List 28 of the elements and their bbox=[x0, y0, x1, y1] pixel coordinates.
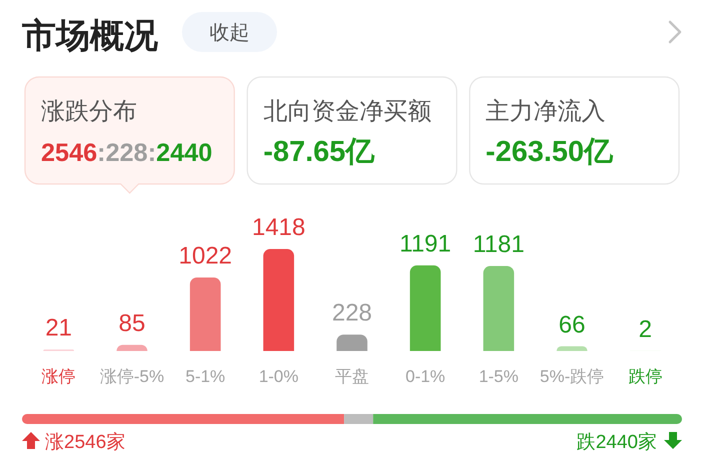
button: 收起 bbox=[182, 12, 277, 52]
card-title: 北向资金净买额 bbox=[263, 98, 432, 125]
card-value: -263.50亿 bbox=[486, 136, 614, 168]
card-value: -87.65亿 bbox=[263, 136, 375, 168]
data-label: 21 bbox=[45, 314, 72, 342]
title: 市场概况 bbox=[22, 17, 158, 55]
card-title: 主力净流入 bbox=[486, 98, 606, 125]
category-label: 跌停 bbox=[628, 367, 662, 386]
category-label: 5%-跌停 bbox=[540, 367, 604, 386]
data-label: 85 bbox=[118, 310, 146, 337]
card-value: 2546:228:2440 bbox=[41, 139, 212, 167]
data-label: 1181 bbox=[472, 231, 524, 258]
data-label: 1418 bbox=[252, 214, 306, 241]
data-label: 1022 bbox=[178, 242, 232, 270]
data-label: 228 bbox=[332, 300, 372, 327]
data-label: 1191 bbox=[400, 230, 452, 258]
category-label: 1-0% bbox=[258, 367, 298, 386]
category-label: 0-1% bbox=[406, 367, 446, 386]
annotation: 涨2546家 bbox=[45, 432, 126, 453]
card-title: 涨跌分布 bbox=[41, 98, 137, 125]
data-label: 66 bbox=[558, 311, 586, 338]
category-label: 5-1% bbox=[186, 367, 226, 386]
category-label: 涨停 bbox=[42, 367, 76, 386]
category-label: 平盘 bbox=[335, 367, 369, 386]
category-label: 涨停-5% bbox=[100, 367, 164, 386]
category-label: 1-5% bbox=[478, 367, 518, 386]
data-label: 2 bbox=[638, 316, 652, 343]
annotation: 跌2440家 bbox=[576, 432, 657, 453]
